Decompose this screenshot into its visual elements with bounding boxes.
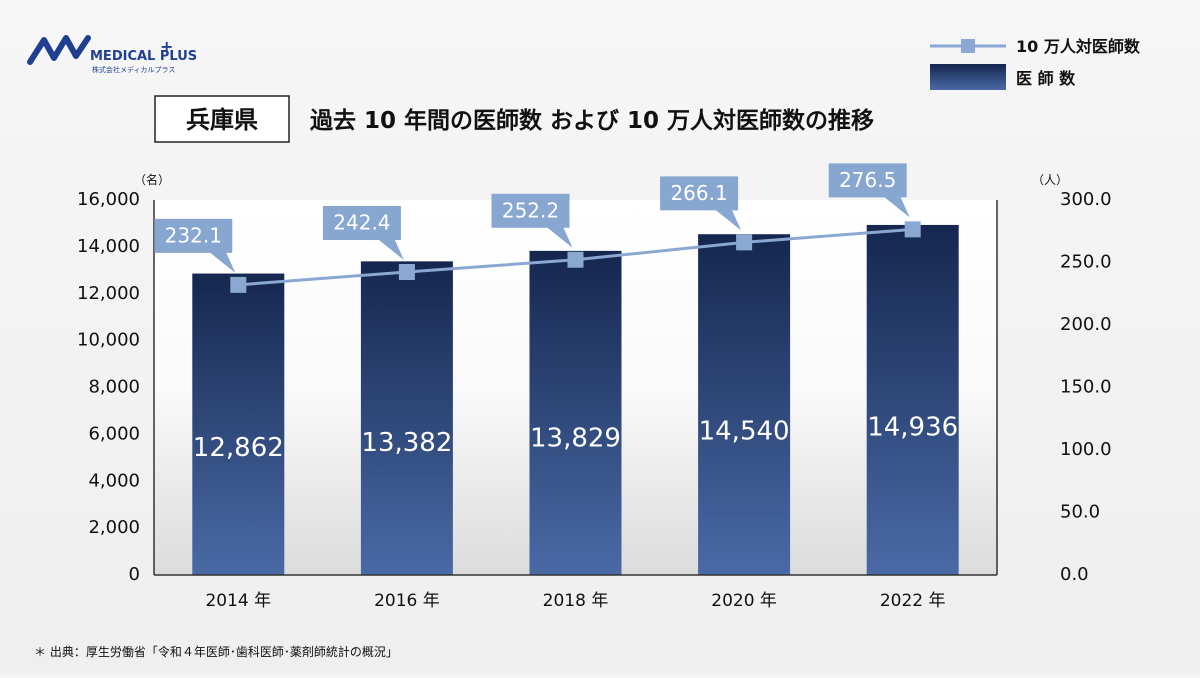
footnote: ＊ 出典：厚生労働省「令和４年医師･歯科医師･薬剤師統計の概況」 <box>34 644 398 659</box>
line-callout-0 <box>154 218 236 273</box>
line-callout-3 <box>660 176 742 231</box>
y-right-tick-1: 50.0 <box>1060 502 1100 523</box>
legend: 10 万人対医師数 医 師 数 <box>930 37 1141 90</box>
line-label-0: 232.1 <box>165 223 222 247</box>
line-point-2 <box>567 251 584 268</box>
x-tick-4: 2022 年 <box>880 591 946 611</box>
brand-subtitle: 株式会社メディカルプラス <box>92 65 175 74</box>
bar-3 <box>698 234 791 575</box>
bar-label-2: 13,829 <box>530 423 621 453</box>
y-right-tick-3: 150.0 <box>1060 377 1112 398</box>
bar-label-1: 13,382 <box>361 428 452 458</box>
brand-name: MEDICAL PLUS <box>90 49 197 64</box>
brand-logo: MEDICAL PLUS + 株式会社メディカルプラス <box>27 35 197 74</box>
y-left-tick-1: 2,000 <box>88 517 140 538</box>
x-tick-1: 2016 年 <box>374 591 440 611</box>
line-callout-1 <box>322 206 404 260</box>
bar-1 <box>360 261 453 575</box>
bar-label-4: 14,936 <box>867 412 958 442</box>
line-callout-4 <box>828 163 910 218</box>
legend-bar-swatch <box>930 64 1006 90</box>
y-left-tick-5: 10,000 <box>77 330 140 351</box>
line-label-4: 276.5 <box>839 168 896 192</box>
y-right-tick-0: 0.0 <box>1060 564 1089 585</box>
bar-4 <box>866 224 959 575</box>
x-tick-2: 2018 年 <box>543 591 609 611</box>
legend-line-label: 10 万人対医師数 <box>1016 37 1141 56</box>
y-right-tick-2: 100.0 <box>1060 439 1112 460</box>
legend-line-marker <box>961 39 975 53</box>
brand-logo-mark <box>27 35 91 65</box>
footer: ＊ 出典：厚生労働省「令和４年医師･歯科医師･薬剤師統計の概況」 <box>34 644 398 659</box>
y-left-tick-4: 8,000 <box>88 377 140 398</box>
brand-plus: + <box>160 37 173 56</box>
y-right-tick-4: 200.0 <box>1060 314 1112 335</box>
y-right-unit: （人） <box>1032 173 1068 187</box>
x-tick-3: 2020 年 <box>711 591 777 611</box>
line-point-3 <box>736 234 753 251</box>
line-point-4 <box>904 221 921 238</box>
prefecture-label: 兵庫県 <box>186 106 258 134</box>
bar-label-0: 12,862 <box>193 433 284 463</box>
bar-0 <box>192 273 285 575</box>
chart-marks: 12,862 13,382 13,829 14,540 14,936 0 2,000 4,00… <box>77 163 1112 611</box>
y-left-tick-6: 12,000 <box>77 283 140 304</box>
line-point-1 <box>398 264 415 280</box>
line-label-2: 252.2 <box>502 198 559 222</box>
y-left-tick-8: 16,000 <box>77 189 140 210</box>
line-callout-2 <box>491 193 573 248</box>
bar-2 <box>529 250 622 575</box>
line-point-0 <box>230 276 247 293</box>
y-right-tick-5: 250.0 <box>1060 252 1112 273</box>
line-label-3: 266.1 <box>670 181 727 205</box>
legend-bar-label: 医 師 数 <box>1016 69 1076 88</box>
line-label-1: 242.4 <box>333 211 390 235</box>
y-right-tick-6: 300.0 <box>1060 189 1112 210</box>
y-left-tick-2: 4,000 <box>88 470 140 491</box>
x-tick-0: 2014 年 <box>205 591 271 611</box>
y-left-tick-0: 0 <box>129 564 140 585</box>
y-left-tick-7: 14,000 <box>77 236 140 257</box>
chart-title: 過去 10 年間の医師数 および 10 万人対医師数の推移 <box>310 107 874 134</box>
y-left-unit: （名） <box>134 172 170 187</box>
bar-label-3: 14,540 <box>699 416 790 446</box>
prefecture-box <box>154 95 290 143</box>
y-left-tick-3: 6,000 <box>88 423 140 444</box>
